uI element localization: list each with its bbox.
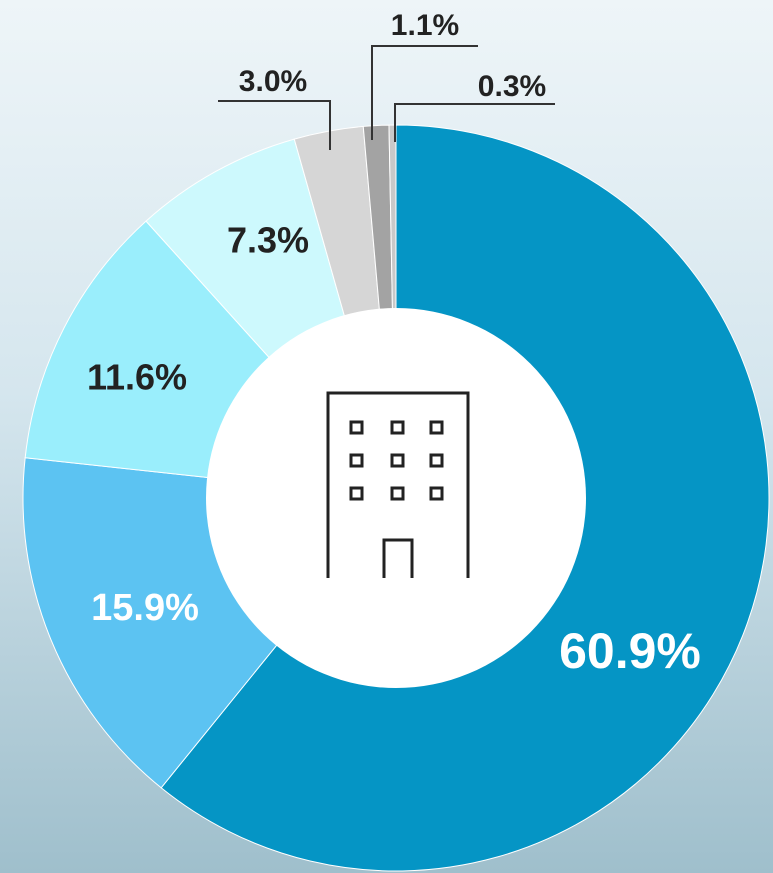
value-label: 7.3% [227,220,309,261]
value-label: 0.3% [478,70,546,103]
value-label: 60.9% [559,623,701,679]
chart: 60.9% 15.9% 11.6% 7.3% 3.0% 1.1% 0.3% [0,0,773,873]
value-label: 15.9% [91,587,199,629]
value-label: 11.6% [87,357,187,398]
value-label: 3.0% [239,65,307,98]
value-label: 1.1% [391,9,459,42]
